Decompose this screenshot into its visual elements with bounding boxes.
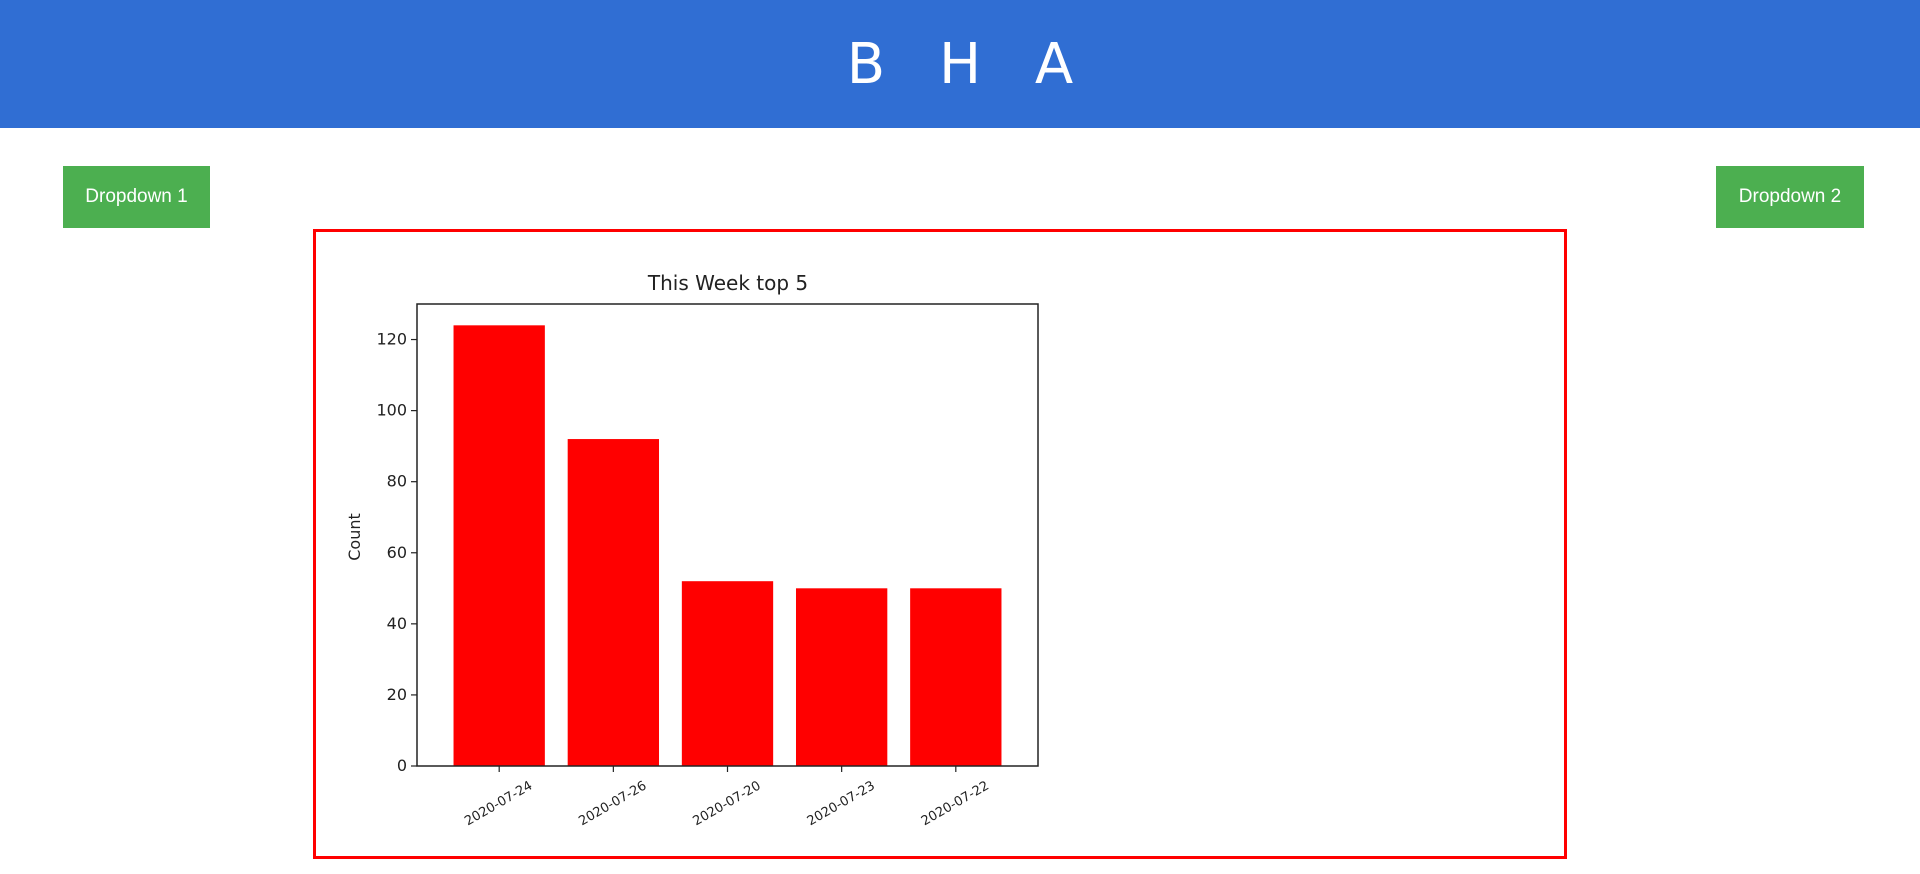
x-tick-label: 2020-07-22 — [919, 778, 992, 829]
y-tick-label: 60 — [387, 543, 407, 562]
x-tick-label: 2020-07-26 — [576, 778, 649, 829]
dropdown-1-button[interactable]: Dropdown 1 — [63, 166, 210, 228]
chart-title: This Week top 5 — [647, 271, 808, 295]
y-tick-label: 100 — [376, 401, 407, 420]
x-tick-label: 2020-07-23 — [805, 778, 878, 829]
plot-area — [416, 303, 1039, 767]
bar-chart: This Week top 5 Count 0 20 40 60 80 100 120 202… — [345, 271, 1039, 829]
x-tick-label: 2020-07-24 — [462, 778, 535, 829]
y-tick-label: 20 — [387, 685, 407, 704]
y-axis-label: Count — [345, 513, 364, 561]
x-tick-label: 2020-07-20 — [691, 778, 764, 829]
bar-2020-07-26 — [567, 439, 660, 766]
dropdown-2-button[interactable]: Dropdown 2 — [1716, 166, 1864, 228]
chart-container: This Week top 5 Count 0 20 40 60 80 100 120 202… — [313, 229, 1567, 859]
bar-2020-07-20 — [681, 581, 774, 766]
y-tick-label: 40 — [387, 614, 407, 633]
header-bar: B H A — [0, 0, 1920, 128]
y-tick-label: 120 — [376, 330, 407, 349]
y-tick-label: 0 — [397, 756, 407, 775]
y-tick-label: 80 — [387, 472, 407, 491]
bar-2020-07-22 — [910, 588, 1002, 766]
app-title: B H A — [846, 31, 1092, 97]
bar-2020-07-24 — [453, 325, 545, 766]
bar-2020-07-23 — [795, 588, 888, 766]
